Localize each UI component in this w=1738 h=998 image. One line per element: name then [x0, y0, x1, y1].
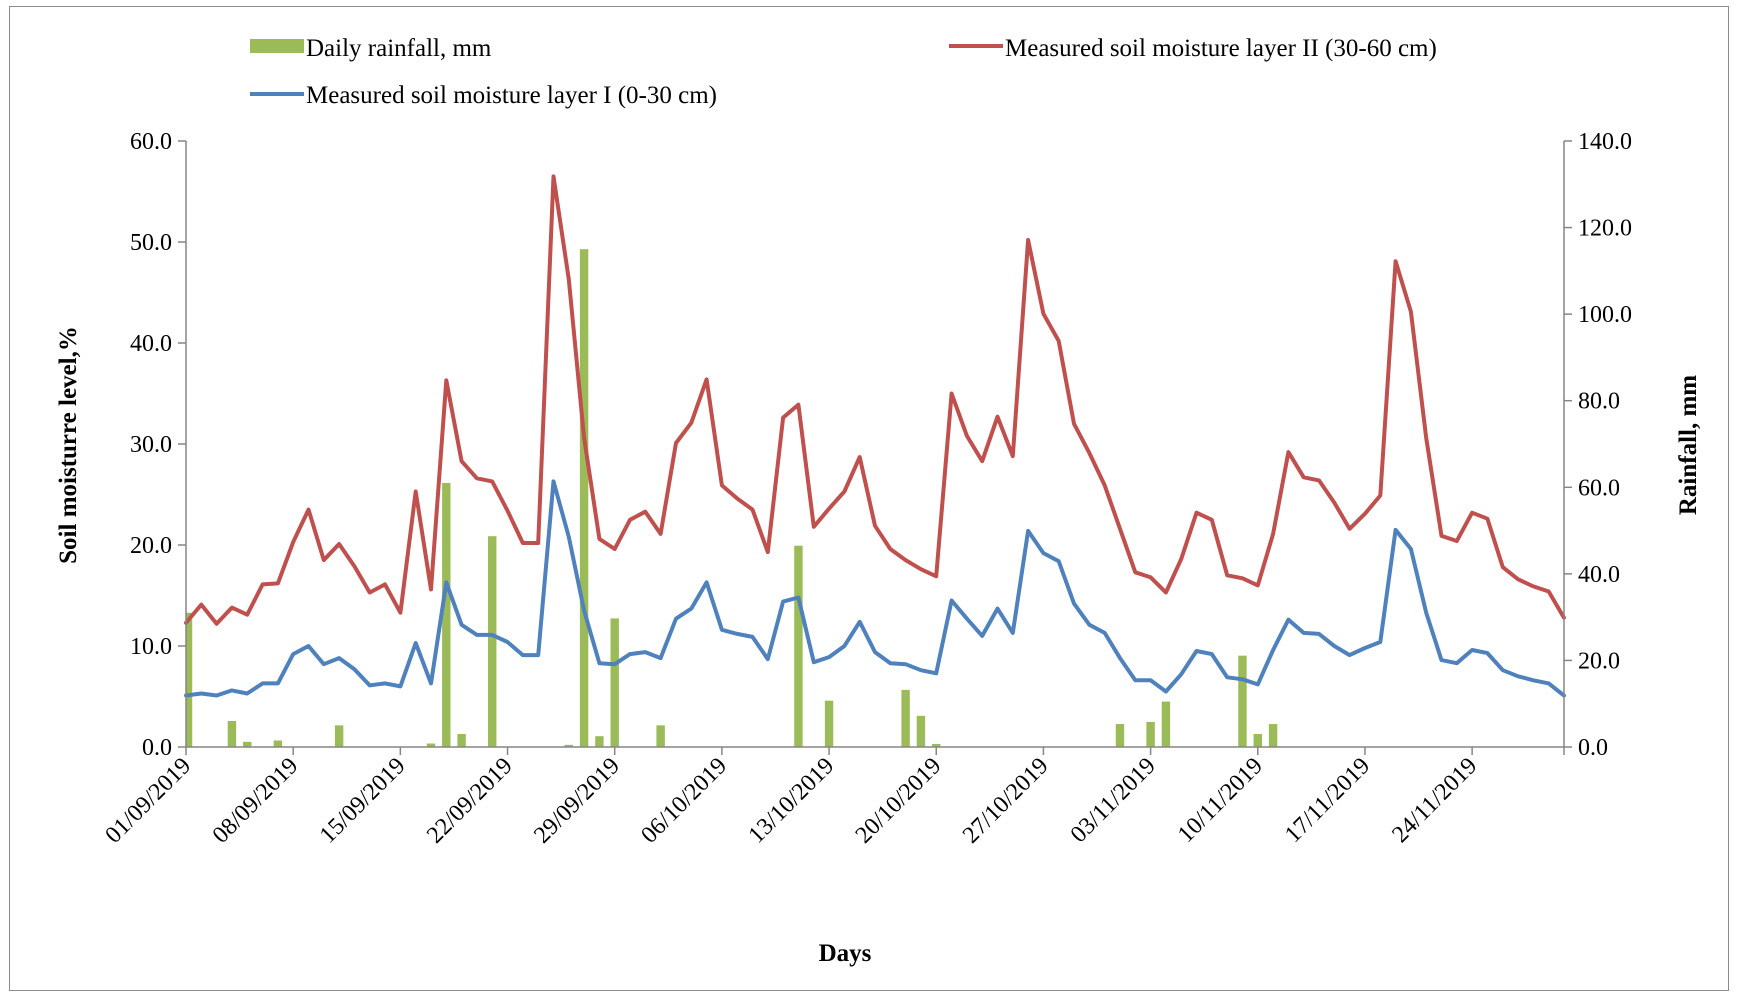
x-tick-label: 29/09/2019 — [529, 753, 625, 849]
y-right-tick-label: 40.0 — [1578, 562, 1620, 588]
y-left-tick-label: 10.0 — [130, 634, 172, 660]
y-left-tick-label: 0.0 — [142, 735, 172, 761]
x-axis-title: Days — [819, 940, 872, 967]
rainfall-bar — [1238, 655, 1247, 747]
y-left-tick-label: 60.0 — [130, 129, 172, 155]
y-right-tick-label: 140.0 — [1578, 129, 1632, 155]
rainfall-bar — [794, 545, 803, 747]
x-tick-label: 08/09/2019 — [208, 753, 304, 849]
x-tick-label: 15/09/2019 — [315, 753, 411, 849]
rainfall-bar — [334, 725, 344, 747]
rainfall-bar — [564, 744, 573, 747]
series-line-layer-2 — [184, 174, 1566, 626]
moisture-lines — [184, 174, 1566, 698]
x-tick-label: 20/10/2019 — [851, 753, 947, 849]
rainfall-bar — [595, 736, 604, 747]
rainfall-bar — [442, 482, 451, 747]
legend-label-rainfall: Daily rainfall, mm — [306, 35, 492, 62]
x-tick-label: 17/11/2019 — [1280, 753, 1375, 848]
rainfall-bar — [932, 743, 941, 747]
y-left-tick-label: 20.0 — [130, 533, 172, 559]
y-left-tick-label: 50.0 — [130, 230, 172, 256]
rainfall-bar — [457, 734, 466, 747]
series-line-layer-1 — [184, 479, 1566, 698]
x-tick-label: 10/11/2019 — [1173, 753, 1268, 848]
rainfall-bar — [273, 740, 283, 747]
x-tick-label: 01/09/2019 — [101, 753, 197, 849]
x-tick-label: 13/10/2019 — [744, 753, 840, 849]
legend-label-layer-2: Measured soil moisture layer II (30-60 c… — [1005, 35, 1437, 62]
y-axis-title-right: Rainfall, mm — [1675, 375, 1702, 515]
x-tick-label: 27/10/2019 — [958, 753, 1054, 849]
rainfall-bar — [243, 741, 252, 747]
rainfall-bar — [186, 612, 193, 747]
y-axis-title-left: Soil moisturre level,% — [55, 326, 82, 564]
y-left-tick-label: 40.0 — [130, 331, 172, 357]
y-right-tick-label: 100.0 — [1578, 302, 1632, 328]
legend-swatch-rainfall — [250, 39, 304, 53]
x-tick-label: 06/10/2019 — [636, 753, 732, 849]
y-right-tick-label: 80.0 — [1578, 389, 1620, 415]
rainfall-bar — [610, 618, 619, 747]
rainfall-bar — [1161, 701, 1171, 747]
legend: Daily rainfall, mm Measured soil moistur… — [250, 35, 1437, 109]
y-right-tick-label: 120.0 — [1578, 216, 1632, 242]
rainfall-bar — [901, 689, 910, 747]
rainfall-bar — [656, 725, 665, 747]
x-tick-label: 22/09/2019 — [422, 753, 518, 849]
y-right-tick-label: 0.0 — [1578, 735, 1608, 761]
rainfall-bar — [1253, 734, 1262, 747]
rainfall-bar — [1146, 721, 1155, 747]
legend-label-layer-1: Measured soil moisture layer I (0-30 cm) — [306, 82, 717, 109]
rainfall-bar — [824, 700, 834, 747]
chart-frame: 0.0 10.0 20.0 30.0 40.0 50.0 60.0 0.0 20.0 40.0 60… — [9, 6, 1729, 991]
rainfall-bar — [1268, 724, 1278, 747]
rainfall-bar — [916, 715, 926, 747]
x-tick-label: 03/11/2019 — [1066, 753, 1161, 848]
rainfall-bar — [227, 721, 237, 747]
rainfall-bar — [579, 249, 589, 747]
rainfall-bar — [1115, 724, 1125, 747]
rainfall-bar — [488, 536, 497, 747]
y-right-tick-label: 20.0 — [1578, 648, 1620, 674]
rainfall-bars — [186, 249, 1278, 747]
rainfall-bar — [426, 743, 436, 747]
chart-canvas: 0.0 10.0 20.0 30.0 40.0 50.0 60.0 0.0 20.0 40.0 60… — [55, 35, 1702, 967]
y-right-tick-label: 60.0 — [1578, 475, 1620, 501]
x-tick-label: 24/11/2019 — [1387, 753, 1482, 848]
y-left-tick-label: 30.0 — [130, 432, 172, 458]
